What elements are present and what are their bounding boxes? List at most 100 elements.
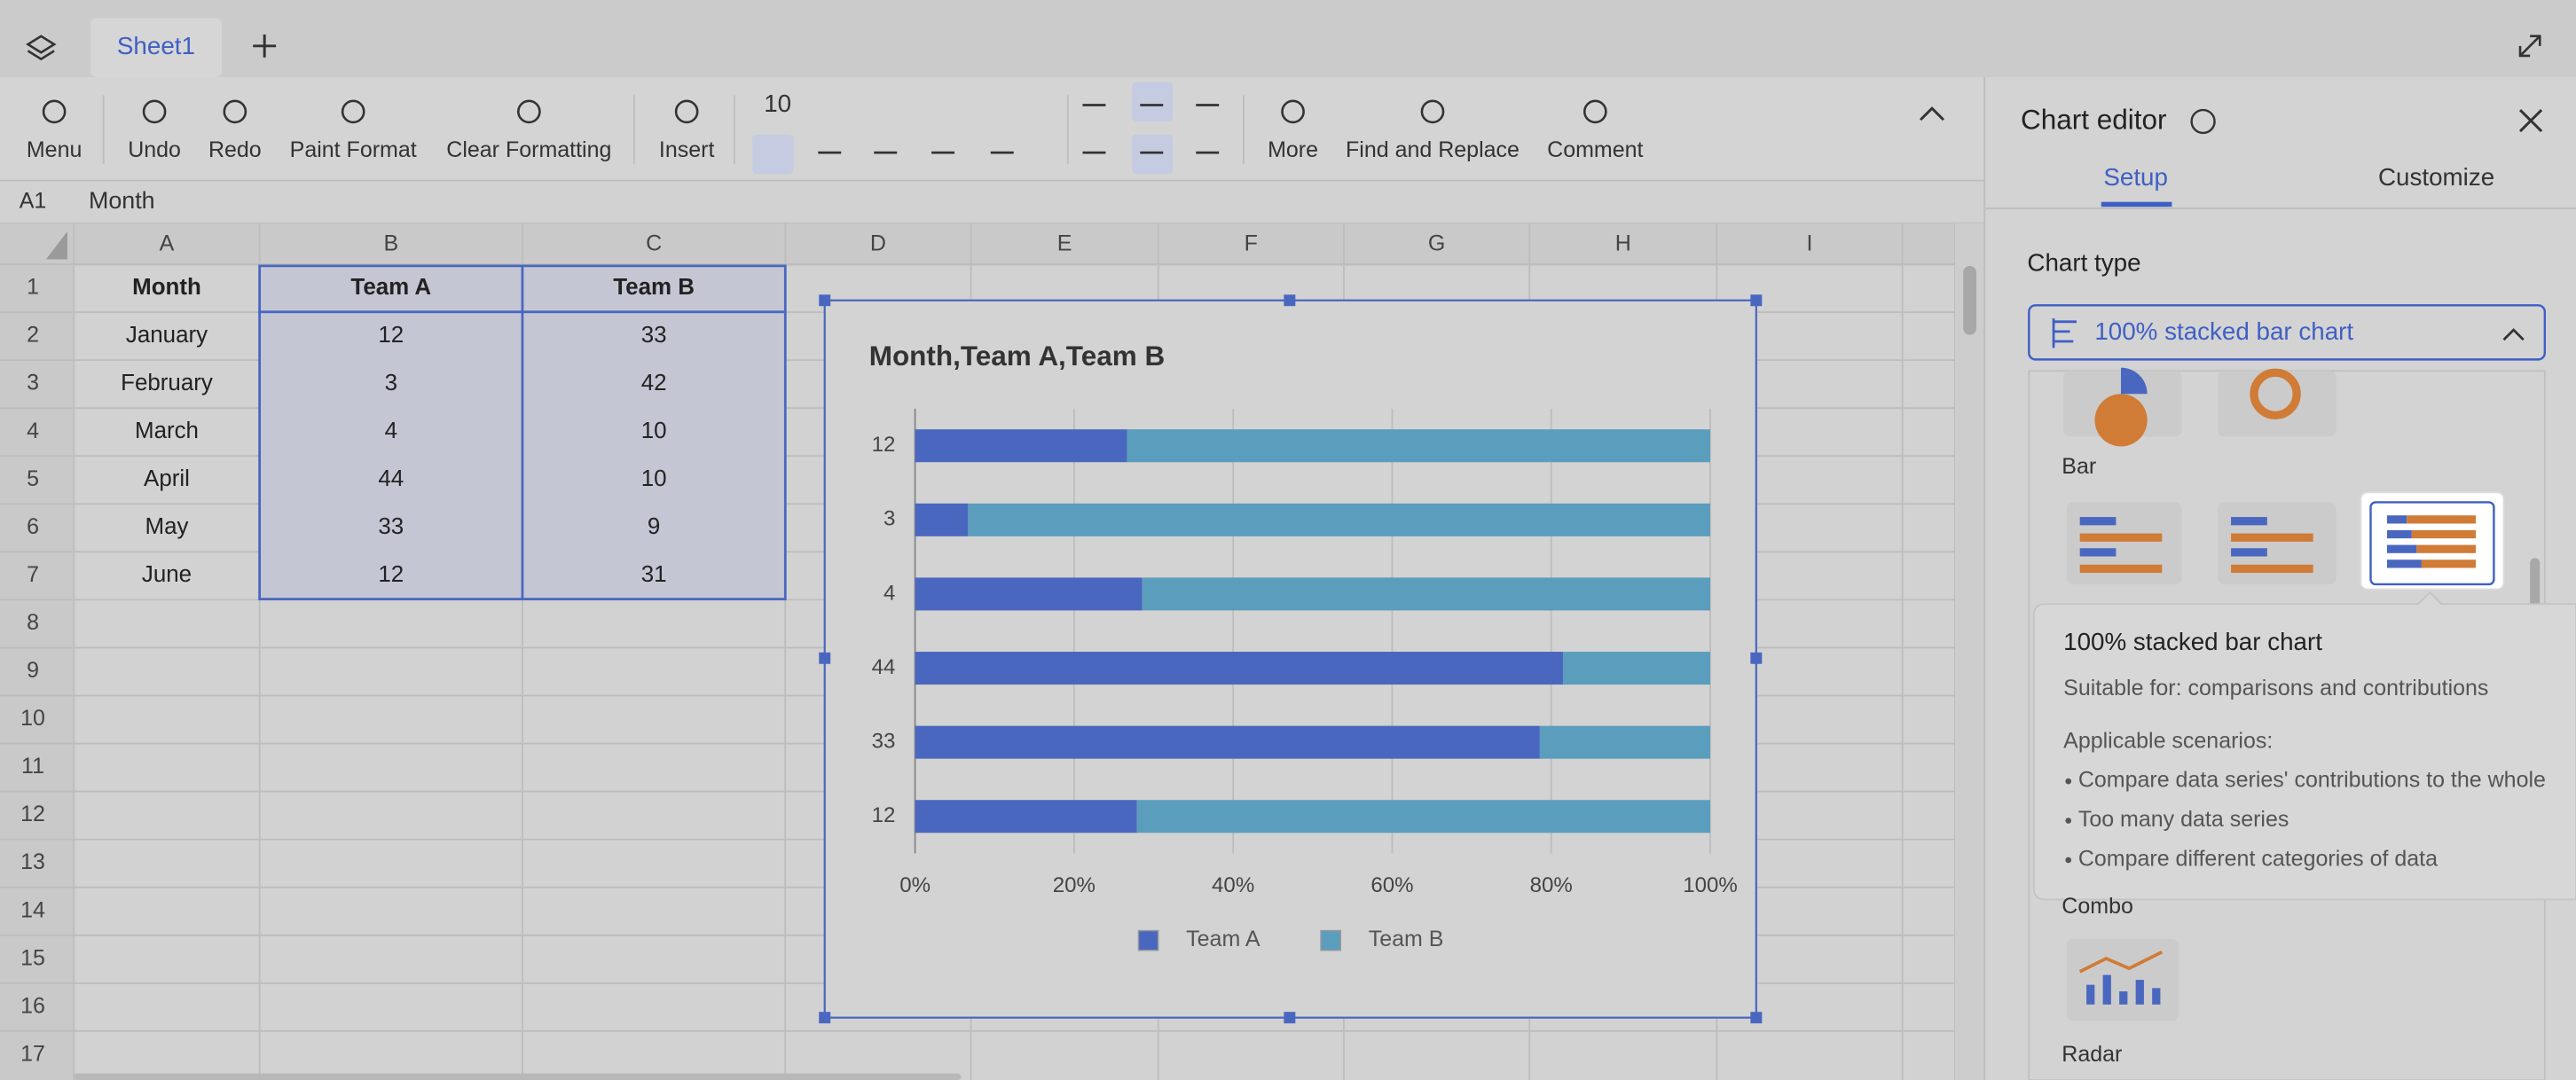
x-tick-label: 80% <box>1530 873 1573 897</box>
section-label: Radar <box>2062 1042 2122 1067</box>
toolbar-button[interactable]: Redo <box>208 137 262 162</box>
thumb-bar <box>2387 529 2412 539</box>
pie-icon[interactable] <box>2094 394 2148 447</box>
bar-segment <box>915 429 1127 463</box>
thumb-bar <box>2231 517 2267 526</box>
row-label: 17 <box>20 1041 45 1066</box>
resize-handle <box>1750 1012 1763 1024</box>
tab[interactable]: Setup <box>2103 163 2168 191</box>
legend-swatch <box>1137 929 1159 951</box>
toolbar-button[interactable]: Comment <box>1547 137 1643 162</box>
y-tick-label: 4 <box>884 581 895 605</box>
toolbar-button[interactable]: Paint Format <box>290 137 417 162</box>
layers-icon[interactable] <box>26 35 57 61</box>
resize-handle <box>1284 294 1296 307</box>
thumb-bar <box>2079 517 2117 526</box>
legend-label: Team B <box>1369 927 1444 951</box>
thumb-bar <box>2079 533 2163 542</box>
row-label: 8 <box>27 610 39 635</box>
donut-icon[interactable] <box>2250 368 2301 419</box>
row-label: 10 <box>20 706 45 731</box>
cell: January <box>126 323 208 348</box>
cell: 10 <box>641 419 667 443</box>
toolbar-icon <box>1281 99 1305 124</box>
chart-title: Month,Team A,Team B <box>869 340 1165 372</box>
close-icon[interactable] <box>2518 108 2543 133</box>
resize-handle <box>819 652 831 664</box>
sheet-tab-label[interactable]: Sheet1 <box>117 32 195 59</box>
row-label: 14 <box>20 897 45 922</box>
font-size[interactable]: 10 <box>764 90 791 117</box>
cell: 44 <box>378 466 404 491</box>
collapse-icon[interactable] <box>1919 106 1945 121</box>
bar-segment <box>915 800 1137 833</box>
add-sheet-icon[interactable] <box>253 34 277 58</box>
bar-segment <box>1562 652 1710 685</box>
pie-slice <box>2120 367 2148 395</box>
resize-handle <box>819 1012 831 1024</box>
thumb-bar <box>2231 533 2313 542</box>
help-icon[interactable] <box>2190 108 2216 135</box>
column-label: B <box>383 231 398 255</box>
column-label: E <box>1057 231 1072 255</box>
bar-segment <box>1127 429 1710 463</box>
thumb <box>2218 371 2336 437</box>
bullet <box>2065 857 2072 864</box>
formula-content: Month <box>89 187 155 214</box>
column-label: F <box>1245 231 1258 255</box>
resize-handle <box>819 294 831 307</box>
toolbar-icon <box>341 99 365 124</box>
row-label: 16 <box>20 993 45 1018</box>
align-active <box>1132 82 1174 121</box>
resize-handle <box>1750 652 1763 664</box>
cell: April <box>144 466 190 491</box>
thumb-bar <box>2421 560 2477 568</box>
bold-active <box>752 134 794 175</box>
tab[interactable]: Customize <box>2378 163 2494 191</box>
bullet <box>2065 818 2072 824</box>
cell: 33 <box>641 323 667 348</box>
row-label: 11 <box>21 754 44 779</box>
row-label: 3 <box>27 371 39 395</box>
toolbar-button[interactable]: Undo <box>128 137 181 162</box>
thumb-bar <box>2079 548 2117 557</box>
column-label: I <box>1807 231 1813 255</box>
toolbar <box>0 77 1985 181</box>
chevron <box>2502 328 2525 341</box>
cell: 31 <box>641 562 667 587</box>
x-tick-label: 100% <box>1683 873 1738 897</box>
column-label: C <box>646 231 662 255</box>
thumb-bar <box>2407 515 2477 524</box>
bar-icon <box>2052 318 2077 348</box>
column-label: G <box>1428 231 1445 255</box>
top-bar <box>0 0 2576 77</box>
toolbar-button[interactable]: Insert <box>659 137 715 162</box>
thumb-bar <box>2079 564 2163 574</box>
thumb-bar <box>2086 984 2095 1005</box>
selection <box>521 264 787 314</box>
toolbar-button[interactable]: Menu <box>27 137 82 162</box>
bar-segment <box>915 503 969 536</box>
expand-icon[interactable] <box>2518 35 2541 58</box>
sheet-tab <box>90 18 223 77</box>
tooltip <box>2032 591 2576 901</box>
row-label: 15 <box>20 945 45 970</box>
cell: 12 <box>378 562 404 587</box>
h-scrollbar <box>74 1073 962 1080</box>
row-label: 1 <box>27 275 39 300</box>
bar-segment <box>915 725 1540 759</box>
toolbar-button[interactable]: More <box>1268 137 1318 162</box>
thumb-frame <box>2369 501 2495 586</box>
toolbar-button[interactable]: Clear Formatting <box>446 137 611 162</box>
cell: June <box>142 562 192 587</box>
thumb-bar <box>2387 560 2422 568</box>
dropdown-value[interactable]: 100% stacked bar chart <box>2094 317 2353 345</box>
toolbar-icon <box>1420 99 1445 124</box>
tooltip-text: Too many data series <box>2078 807 2289 832</box>
thumb-bar <box>2119 991 2128 1005</box>
toolbar-button[interactable]: Find and Replace <box>1346 137 1520 162</box>
section-label: Bar <box>2062 454 2096 479</box>
y-tick-label: 12 <box>872 803 896 827</box>
